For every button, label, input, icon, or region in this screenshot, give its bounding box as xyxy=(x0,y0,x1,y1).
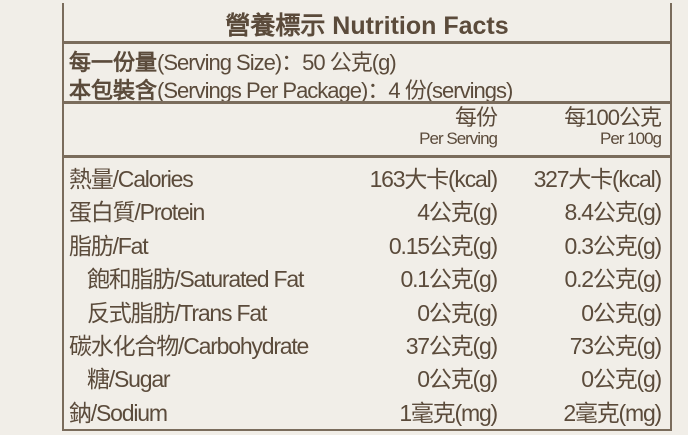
nutrition-label-border xyxy=(62,3,672,431)
per-serving-value: 0公克(g) xyxy=(417,299,498,326)
nutrient-label: 蛋白質/Protein xyxy=(69,199,205,226)
nutrient-label: 脂肪/Fat xyxy=(69,232,149,259)
servings-label-en: (Servings Per Package) xyxy=(157,78,368,103)
servings-label-zh: 本包裝含 xyxy=(69,78,158,103)
nutrient-row: 熱量/Calories 163大卡(kcal) 327大卡(kcal) xyxy=(69,160,663,193)
per-serving-value: 1毫克(mg) xyxy=(399,399,498,426)
column-header-en: Per 100g xyxy=(600,129,662,148)
nutrient-row: 反式脂肪/Trans Fat 0公克(g) 0公克(g) xyxy=(69,294,662,327)
divider xyxy=(62,101,672,104)
nutrient-row: 蛋白質/Protein 4公克(g) 8.4公克(g) xyxy=(69,193,663,226)
per-100g-value: 327大卡(kcal) xyxy=(533,166,663,192)
per-100g-value: 0公克(g) xyxy=(581,299,662,326)
nutrient-label: 反式脂肪/Trans Fat xyxy=(87,299,267,326)
divider xyxy=(62,41,672,44)
per-100g-value: 8.4公克(g) xyxy=(564,199,663,226)
per-100g-value: 0.2公克(g) xyxy=(564,266,663,293)
servings-value: ：4 份(servings) xyxy=(367,78,513,103)
nutrient-label: 糖/Sugar xyxy=(87,366,171,393)
nutrient-label: 熱量/Calories xyxy=(69,166,194,192)
nutrient-label: 飽和脂肪/Saturated Fat xyxy=(87,266,304,293)
nutrient-label: 碳水化合物/Carbohydrate xyxy=(69,333,309,359)
per-serving-value: 0公克(g) xyxy=(417,366,498,393)
nutrient-label: 鈉/Sodium xyxy=(69,399,168,426)
nutrient-row: 糖/Sugar 0公克(g) 0公克(g) xyxy=(69,360,662,393)
nutrient-row: 鈉/Sodium 1毫克(mg) 2毫克(mg) xyxy=(69,394,662,427)
per-100g-value: 2毫克(mg) xyxy=(563,399,662,426)
nutrient-row: 脂肪/Fat 0.15公克(g) 0.3公克(g) xyxy=(69,227,663,260)
per-serving-value: 4公克(g) xyxy=(417,199,498,226)
nutrient-row: 飽和脂肪/Saturated Fat 0.1公克(g) 0.2公克(g) xyxy=(69,260,663,293)
servings-per-package: 本包裝含(Servings Per Package)：4 份(servings) xyxy=(69,73,513,105)
divider xyxy=(62,155,672,158)
per-serving-value: 163大卡(kcal) xyxy=(369,166,499,192)
column-header-en: Per Serving xyxy=(419,129,498,148)
column-header-per-serving: 每份 Per Serving xyxy=(419,105,498,148)
nutrient-row: 碳水化合物/Carbohydrate 37公克(g) 73公克(g) xyxy=(69,327,663,360)
per-serving-value: 37公克(g) xyxy=(405,333,499,359)
serving-size-label-zh: 每一份量 xyxy=(69,50,158,75)
per-100g-value: 73公克(g) xyxy=(569,333,663,359)
per-serving-value: 0.1公克(g) xyxy=(400,266,499,293)
per-100g-value: 0公克(g) xyxy=(581,366,662,393)
serving-size-value: ：50 公克(g) xyxy=(281,50,396,75)
label-title: 營養標示 Nutrition Facts xyxy=(225,12,509,40)
column-header-zh: 每100公克 xyxy=(564,105,662,130)
per-100g-value: 0.3公克(g) xyxy=(564,232,663,259)
serving-size-label-en: (Serving Size) xyxy=(157,50,282,75)
per-serving-value: 0.15公克(g) xyxy=(388,232,498,259)
serving-size: 每一份量(Serving Size)：50 公克(g) xyxy=(69,45,397,77)
column-header-zh: 每份 xyxy=(454,105,498,130)
column-header-per-100g: 每100公克 Per 100g xyxy=(564,105,662,148)
